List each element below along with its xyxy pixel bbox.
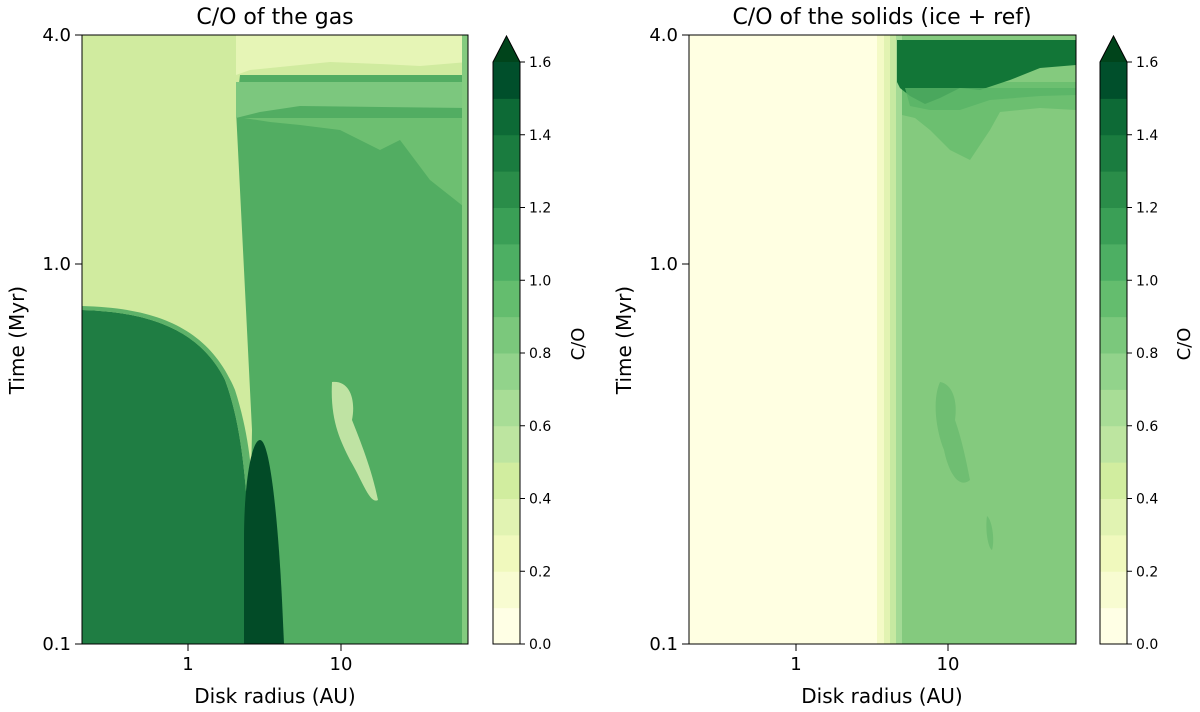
solids-panel-title: C/O of the solids (ice + ref) bbox=[732, 5, 1031, 30]
gas-heatmap bbox=[82, 35, 468, 644]
solids-ytick-4-label: 4.0 bbox=[649, 25, 678, 46]
solids-colorbar-level bbox=[1100, 316, 1127, 354]
gas-colorbar-level bbox=[493, 207, 520, 245]
gas-colorbar-level bbox=[493, 425, 520, 463]
solids-colorbar-tick-label: 0.8 bbox=[1136, 346, 1158, 362]
gas-region-outer-late-mid bbox=[244, 118, 468, 210]
solids-colorbar-level bbox=[1100, 534, 1127, 572]
solids-colorbar-tick-label: 0.6 bbox=[1136, 419, 1158, 435]
solids-colorbar-level bbox=[1100, 207, 1127, 245]
gas-colorbar-tick-label: 0.2 bbox=[529, 564, 551, 580]
gas-colorbar-level bbox=[493, 134, 520, 172]
solids-colorbar-label: C/O bbox=[1174, 328, 1195, 361]
solids-panel: C/O of the solids (ice + ref) 1 10 4.0 bbox=[612, 5, 1195, 708]
solids-region-patch bbox=[935, 382, 970, 483]
gas-region-patch-light bbox=[331, 381, 378, 501]
gas-colorbar-level bbox=[493, 607, 520, 645]
solids-ytick-1-label: 1.0 bbox=[649, 254, 678, 275]
gas-colorbar-level bbox=[493, 353, 520, 390]
gas-colorbar-level bbox=[493, 243, 520, 281]
solids-colorbar-level bbox=[1100, 571, 1127, 609]
solids-colorbar-tick-label: 0.2 bbox=[1136, 564, 1158, 580]
solids-colorbar-level bbox=[1100, 134, 1127, 172]
gas-region-outer-edge bbox=[462, 35, 468, 644]
solids-colorbar-level bbox=[1100, 171, 1127, 208]
gas-colorbar-tick-label: 0.6 bbox=[529, 419, 551, 435]
gas-colorbar-tick-label: 1.0 bbox=[529, 273, 551, 289]
gas-colorbar-level bbox=[493, 171, 520, 208]
solids-y-ticks: 4.0 1.0 0.1 bbox=[649, 25, 689, 655]
solids-colorbar-level bbox=[1100, 98, 1127, 136]
solids-colorbar-tick-label: 1.2 bbox=[1136, 201, 1158, 217]
gas-ytick-4-label: 4.0 bbox=[42, 25, 71, 46]
solids-region-patch-small bbox=[986, 516, 994, 550]
gas-colorbar-level bbox=[493, 280, 520, 318]
solids-region-top-mid bbox=[905, 88, 1076, 110]
solids-colorbar-tick-label: 0.4 bbox=[1136, 492, 1158, 508]
gas-colorbar-tick-label: 0.4 bbox=[529, 492, 551, 508]
solids-colorbar: 0.0 0.2 0.4 0.6 0.8 1.0 1.2 1.4 1.6 bbox=[1099, 34, 1158, 653]
gas-region-outer-late-band bbox=[236, 82, 468, 118]
solids-region-gradient-1 bbox=[877, 35, 884, 644]
solids-region-inner-disk bbox=[689, 35, 877, 644]
gas-colorbar-level bbox=[493, 98, 520, 136]
gas-colorbar-tick-label: 0.0 bbox=[529, 637, 551, 653]
solids-colorbar-level bbox=[1100, 353, 1127, 390]
solids-colorbar-level bbox=[1100, 62, 1127, 99]
gas-colorbar-level bbox=[493, 571, 520, 609]
solids-region-gradient-2 bbox=[884, 35, 890, 644]
solids-x-ticks: 1 10 bbox=[790, 644, 959, 675]
gas-colorbar-tick-label: 1.2 bbox=[529, 201, 551, 217]
solids-colorbar-level bbox=[1100, 498, 1127, 536]
gas-colorbar-tick-label: 1.6 bbox=[529, 55, 551, 71]
solids-region-gradient-3 bbox=[890, 35, 896, 644]
gas-colorbar: 0.0 0.2 0.4 0.6 0.8 1.0 1.2 1.4 1.6 bbox=[492, 34, 551, 653]
solids-colorbar-extend-arrow bbox=[1100, 36, 1127, 62]
gas-colorbar-level bbox=[493, 534, 520, 572]
gas-x-ticks: 1 10 bbox=[182, 644, 352, 675]
solids-axes-frame bbox=[688, 34, 1077, 645]
solids-xtick-10-label: 10 bbox=[937, 654, 960, 675]
gas-colorbar-level bbox=[493, 498, 520, 536]
gas-x-axis-label: Disk radius (AU) bbox=[194, 684, 355, 708]
solids-colorbar-level bbox=[1100, 280, 1127, 318]
solids-colorbar-level bbox=[1100, 462, 1127, 499]
gas-region-top-light bbox=[236, 35, 468, 75]
solids-colorbar-tick-label: 1.4 bbox=[1136, 128, 1158, 144]
solids-x-axis-label: Disk radius (AU) bbox=[801, 684, 962, 708]
solids-region-gradient-4 bbox=[896, 35, 902, 644]
gas-colorbar-tick-label: 1.4 bbox=[529, 128, 551, 144]
solids-colorbar-tick-label: 1.0 bbox=[1136, 273, 1158, 289]
gas-colorbar-level bbox=[493, 462, 520, 499]
solids-colorbar-level bbox=[1100, 389, 1127, 427]
gas-panel: C/O of the gas 1 10 4.0 1.0 0.1 bbox=[5, 5, 589, 708]
solids-colorbar-level bbox=[1100, 425, 1127, 463]
gas-panel-title: C/O of the gas bbox=[196, 5, 353, 30]
gas-xtick-1-label: 1 bbox=[182, 654, 193, 675]
solids-colorbar-level bbox=[1100, 243, 1127, 281]
solids-xtick-1-label: 1 bbox=[790, 654, 801, 675]
gas-colorbar-extend-arrow bbox=[493, 36, 520, 62]
gas-colorbar-tick-label: 0.8 bbox=[529, 346, 551, 362]
solids-colorbar-tick-label: 1.6 bbox=[1136, 55, 1158, 71]
solids-colorbar-tick-label: 0.0 bbox=[1136, 637, 1158, 653]
gas-colorbar-level bbox=[493, 62, 520, 99]
gas-y-axis-label: Time (Myr) bbox=[5, 286, 29, 395]
gas-colorbar-level bbox=[493, 316, 520, 354]
gas-y-ticks: 4.0 1.0 0.1 bbox=[42, 25, 82, 655]
gas-axes-frame bbox=[81, 34, 469, 645]
gas-xtick-10-label: 10 bbox=[330, 654, 353, 675]
solids-y-axis-label: Time (Myr) bbox=[612, 286, 636, 395]
solids-heatmap bbox=[689, 35, 1076, 644]
gas-region-snowline-band bbox=[244, 440, 284, 644]
gas-ytick-01-label: 0.1 bbox=[42, 634, 71, 655]
gas-region-inner-early-disk bbox=[82, 310, 248, 644]
gas-colorbar-label: C/O bbox=[568, 328, 589, 361]
gas-ytick-1-label: 1.0 bbox=[42, 254, 71, 275]
gas-colorbar-level bbox=[493, 389, 520, 427]
solids-colorbar-level bbox=[1100, 607, 1127, 645]
solids-ytick-01-label: 0.1 bbox=[649, 634, 678, 655]
